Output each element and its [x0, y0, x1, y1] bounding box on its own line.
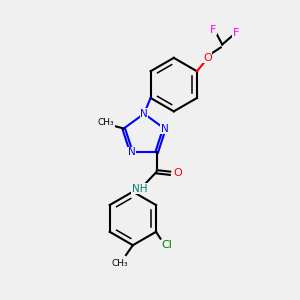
- Text: F: F: [232, 28, 239, 38]
- Text: O: O: [173, 168, 182, 178]
- Text: NH: NH: [132, 184, 147, 194]
- Text: N: N: [140, 109, 148, 119]
- Text: N: N: [128, 148, 135, 158]
- Text: Cl: Cl: [161, 240, 172, 250]
- Text: O: O: [203, 53, 212, 63]
- Text: CH₃: CH₃: [98, 118, 114, 127]
- Text: F: F: [210, 25, 217, 34]
- Text: N: N: [160, 124, 168, 134]
- Text: CH₃: CH₃: [111, 259, 128, 268]
